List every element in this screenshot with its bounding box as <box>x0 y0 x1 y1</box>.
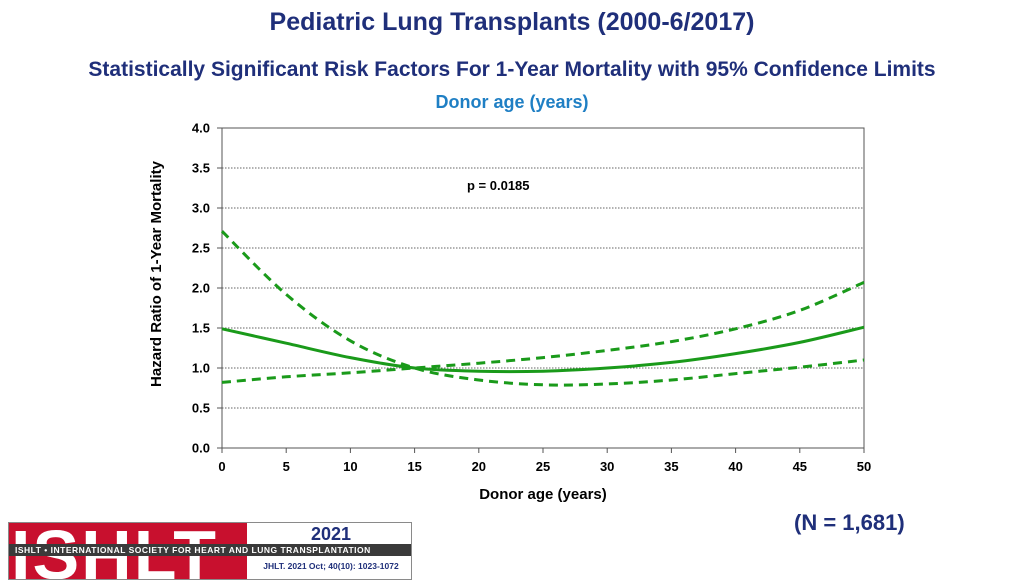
upper-confidence-line <box>221 281 865 384</box>
x-tick-label: 35 <box>664 459 678 474</box>
journal-citation: JHLT. 2021 Oct; 40(10): 1023-1072 <box>263 561 399 571</box>
ishlt-logo: ISHLT ISHLT • INTERNATIONAL SOCIETY FOR … <box>8 522 412 580</box>
axis-ticks: 0.0 0.5 1.0 1.5 2.0 2.5 3.0 3.5 4.0 0 5 10 15 20 25 30 3… <box>192 121 871 475</box>
lower-confidence-line <box>220 230 865 387</box>
chart-title: Donor age (years) <box>435 92 589 112</box>
y-tick-label: 1.0 <box>192 361 210 376</box>
y-tick-label: 1.5 <box>192 321 210 336</box>
x-tick-label: 40 <box>728 459 742 474</box>
x-tick-label: 5 <box>283 459 290 474</box>
y-tick-label: 0.5 <box>192 401 210 416</box>
y-tick-label: 2.5 <box>192 241 210 256</box>
p-value-annotation: p = 0.0185 <box>467 178 530 193</box>
grid-lines <box>222 127 864 409</box>
sample-size-label: (N = 1,681) <box>794 510 905 535</box>
x-tick-label: 25 <box>536 459 550 474</box>
y-tick-label: 3.0 <box>192 201 210 216</box>
y-tick-label: 0.0 <box>192 441 210 456</box>
x-tick-label: 0 <box>218 459 225 474</box>
hazard-ratio-line <box>221 325 865 374</box>
x-tick-label: 45 <box>793 459 807 474</box>
y-tick-label: 2.0 <box>192 281 210 296</box>
y-axis-label: Hazard Ratio of 1-Year Mortality <box>148 160 165 387</box>
page-subtitle: Statistically Significant Risk Factors F… <box>88 58 936 81</box>
x-tick-label: 10 <box>343 459 357 474</box>
x-tick-label: 15 <box>407 459 421 474</box>
y-tick-label: 4.0 <box>192 121 210 136</box>
x-tick-label: 30 <box>600 459 614 474</box>
x-tick-label: 20 <box>472 459 486 474</box>
logo-band-text: ISHLT • INTERNATIONAL SOCIETY FOR HEART … <box>9 544 411 556</box>
x-axis-label: Donor age (years) <box>479 486 607 503</box>
logo-year: 2021 <box>310 524 352 544</box>
x-tick-label: 50 <box>857 459 871 474</box>
y-tick-label: 3.5 <box>192 161 210 176</box>
page-title: Pediatric Lung Transplants (2000-6/2017) <box>269 8 755 36</box>
series-lines <box>220 230 865 387</box>
